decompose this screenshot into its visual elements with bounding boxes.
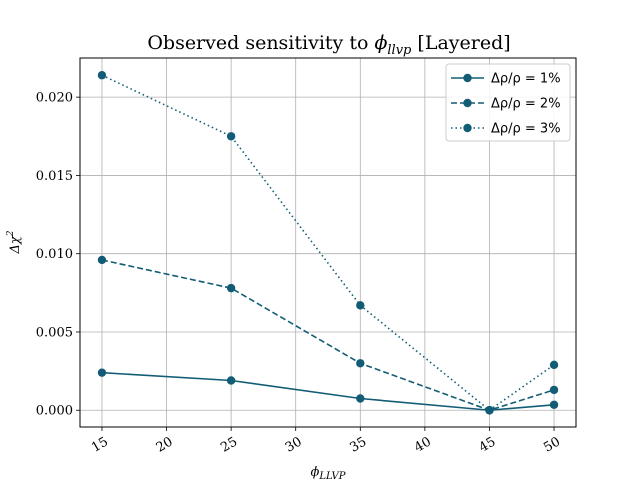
data-point bbox=[226, 376, 236, 385]
y-axis-label: Δχ2 bbox=[6, 230, 23, 254]
y-tick-label: 0.015 bbox=[36, 169, 73, 184]
x-axis-ticks: 15 20 25 30 35 40 45 50 bbox=[89, 427, 563, 456]
data-point bbox=[97, 368, 107, 377]
legend-label: Δρ/ρ = 3% bbox=[491, 122, 561, 137]
data-point bbox=[226, 283, 236, 293]
x-tick-label: 40 bbox=[412, 434, 434, 455]
y-tick-label: 0.005 bbox=[36, 325, 73, 340]
legend-marker bbox=[463, 123, 472, 133]
x-tick-label: 30 bbox=[283, 434, 305, 455]
data-point bbox=[549, 360, 559, 370]
data-point bbox=[97, 255, 107, 265]
series-line bbox=[101, 259, 555, 412]
legend-label: Δρ/ρ = 1% bbox=[491, 72, 561, 87]
x-tick-label: 45 bbox=[477, 434, 499, 455]
y-tick-label: 0.010 bbox=[36, 247, 73, 262]
data-point bbox=[356, 394, 365, 403]
data-point bbox=[549, 400, 559, 409]
legend-marker bbox=[463, 98, 472, 108]
series-group bbox=[97, 71, 559, 415]
legend-marker bbox=[463, 73, 472, 83]
legend-box bbox=[445, 63, 571, 142]
x-tick-label: 15 bbox=[89, 434, 111, 455]
data-point bbox=[485, 406, 494, 415]
y-axis-ticks: 0.000 0.005 0.010 0.015 0.020 bbox=[36, 91, 80, 419]
y-tick-label: 0.020 bbox=[36, 91, 73, 106]
series-line bbox=[101, 371, 555, 412]
data-point bbox=[356, 359, 365, 368]
y-tick-label: 0.000 bbox=[36, 404, 73, 419]
x-tick-label: 35 bbox=[347, 434, 369, 455]
legend: Δρ/ρ = 1% Δρ/ρ = 2% Δρ/ρ = 3% bbox=[445, 63, 571, 142]
data-point bbox=[549, 385, 559, 395]
data-point bbox=[356, 301, 365, 310]
x-tick-label: 25 bbox=[218, 434, 240, 455]
data-point bbox=[226, 132, 236, 141]
plot-frame bbox=[79, 57, 577, 428]
x-tick-label: 20 bbox=[154, 434, 176, 455]
chart-title: Observed sensitivity to ϕllvp [Layered] bbox=[147, 32, 510, 58]
x-axis-label: ϕLLVP bbox=[311, 465, 346, 480]
legend-label: Δρ/ρ = 2% bbox=[491, 97, 561, 112]
data-point bbox=[97, 71, 107, 80]
x-tick-label: 50 bbox=[541, 434, 563, 455]
